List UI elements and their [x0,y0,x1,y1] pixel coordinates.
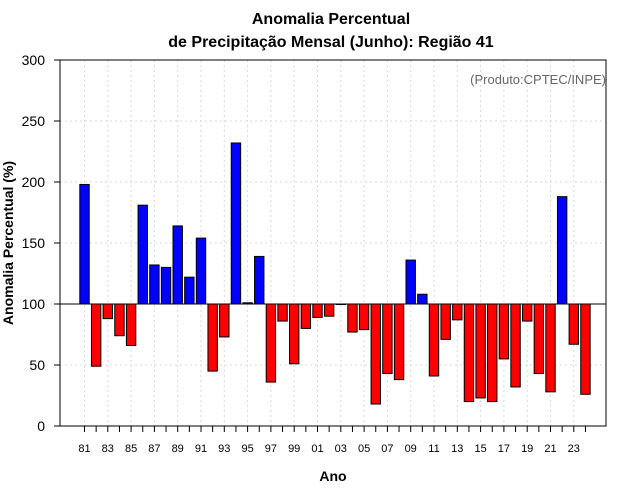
bar-02 [323,303,335,317]
y-tick-label: 0 [37,418,45,434]
bar-08 [393,303,405,381]
bar-91 [195,237,207,305]
bar-20 [533,303,545,375]
x-tick-label: 13 [451,443,463,455]
bar-12 [440,303,451,340]
bar-18 [510,303,521,388]
bar-84 [114,303,125,337]
bar-90 [184,276,195,305]
bar-86 [137,204,148,305]
x-tick-label: 15 [474,443,486,455]
bar-85 [125,303,137,346]
x-tick-label: 85 [125,443,137,455]
x-tick-label: 95 [241,443,253,455]
bar-05 [358,303,370,331]
bar-04 [347,303,358,333]
x-tick-label: 91 [195,443,207,455]
bar-00 [300,303,312,329]
x-tick-label: 11 [428,443,439,455]
bar-97 [265,303,277,383]
bar-15 [475,303,486,399]
x-tick-label: 93 [218,443,230,455]
chart-title: Anomalia Percentual [252,11,410,28]
x-tick-label: 23 [568,443,580,455]
bar-89 [172,225,183,305]
chart-subtitle: de Precipitação Mensal (Junho): Região 4… [168,34,494,51]
x-axis: 81 83 85 87 89 91 93 95 97 99 01 03 05 07 09 11 13 15 17 19… [78,426,586,455]
x-tick-label: 07 [381,443,393,455]
bar-24 [580,303,591,395]
bar-19 [522,303,533,322]
y-tick-label: 200 [22,174,46,190]
bar-09 [405,259,416,305]
x-tick-label: 21 [544,443,556,455]
x-tick-label: 97 [265,443,277,455]
x-tick-label: 03 [335,443,347,455]
x-tick-label: 89 [172,443,184,455]
y-tick-label: 300 [22,52,46,68]
x-axis-label: Ano [319,468,346,484]
bar-82 [90,303,102,367]
bar-16 [487,303,498,403]
credit-label: (Produto:CPTEC/INPE) [470,72,606,87]
bar-92 [207,303,218,372]
bar-17 [498,303,510,360]
bar-13 [452,303,463,321]
bars [79,142,591,405]
bar-07 [382,303,393,375]
bar-14 [463,303,475,403]
y-axis: 0 50 100 150 200 250 300 [22,52,60,434]
x-tick-label: 87 [148,443,160,455]
x-tick-label: 19 [521,443,533,455]
x-tick-label: 99 [288,443,300,455]
bar-96 [254,255,265,305]
bar-88 [160,266,172,305]
bar-98 [277,303,288,322]
x-tick-label: 17 [498,443,510,455]
y-tick-label: 100 [22,296,46,312]
bar-94 [230,142,242,305]
bar-99 [289,303,300,365]
bar-06 [370,303,381,405]
bar-23 [568,303,579,345]
y-tick-label: 150 [22,235,46,251]
bar-21 [545,303,556,393]
bar-81 [79,183,90,305]
y-axis-label: Anomalia Percentual (%) [0,161,16,325]
x-tick-label: 09 [405,443,417,455]
bar-11 [428,303,440,377]
bar-87 [149,264,160,305]
x-tick-label: 01 [311,443,323,455]
bar-01 [312,303,323,318]
bar-22 [556,196,568,305]
bar-93 [219,303,230,338]
x-tick-label: 83 [102,443,114,455]
y-tick-label: 50 [29,357,45,373]
x-tick-label: 81 [78,443,90,455]
bar-10 [417,293,428,305]
x-tick-label: 05 [358,443,370,455]
bar-83 [102,303,113,320]
y-tick-label: 250 [22,113,46,129]
